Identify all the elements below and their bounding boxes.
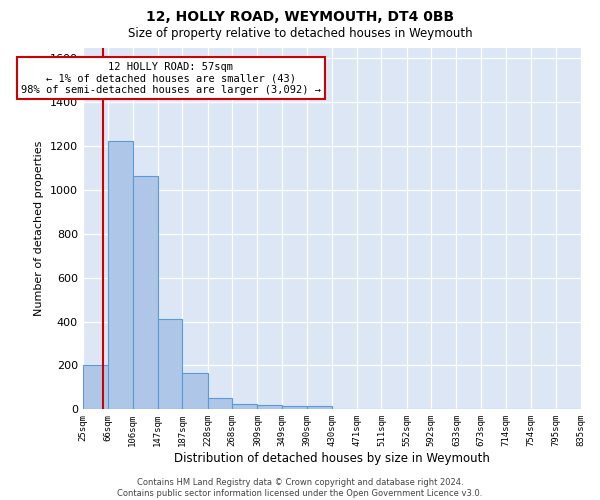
Text: Size of property relative to detached houses in Weymouth: Size of property relative to detached ho… [128,28,472,40]
Bar [182,373,208,410]
Bar [257,405,282,409]
Text: 12 HOLLY ROAD: 57sqm
← 1% of detached houses are smaller (43)
98% of semi-detach: 12 HOLLY ROAD: 57sqm ← 1% of detached ho… [21,62,321,95]
Bar [158,320,182,410]
Text: Contains HM Land Registry data © Crown copyright and database right 2024.
Contai: Contains HM Land Registry data © Crown c… [118,478,482,498]
Text: 12, HOLLY ROAD, WEYMOUTH, DT4 0BB: 12, HOLLY ROAD, WEYMOUTH, DT4 0BB [146,10,454,24]
Bar [83,366,108,410]
Bar [307,406,332,409]
Bar [108,140,133,409]
Bar [208,398,232,409]
Y-axis label: Number of detached properties: Number of detached properties [34,140,44,316]
Bar [282,406,307,409]
Bar [133,176,158,410]
X-axis label: Distribution of detached houses by size in Weymouth: Distribution of detached houses by size … [174,452,490,465]
Bar [232,404,257,409]
